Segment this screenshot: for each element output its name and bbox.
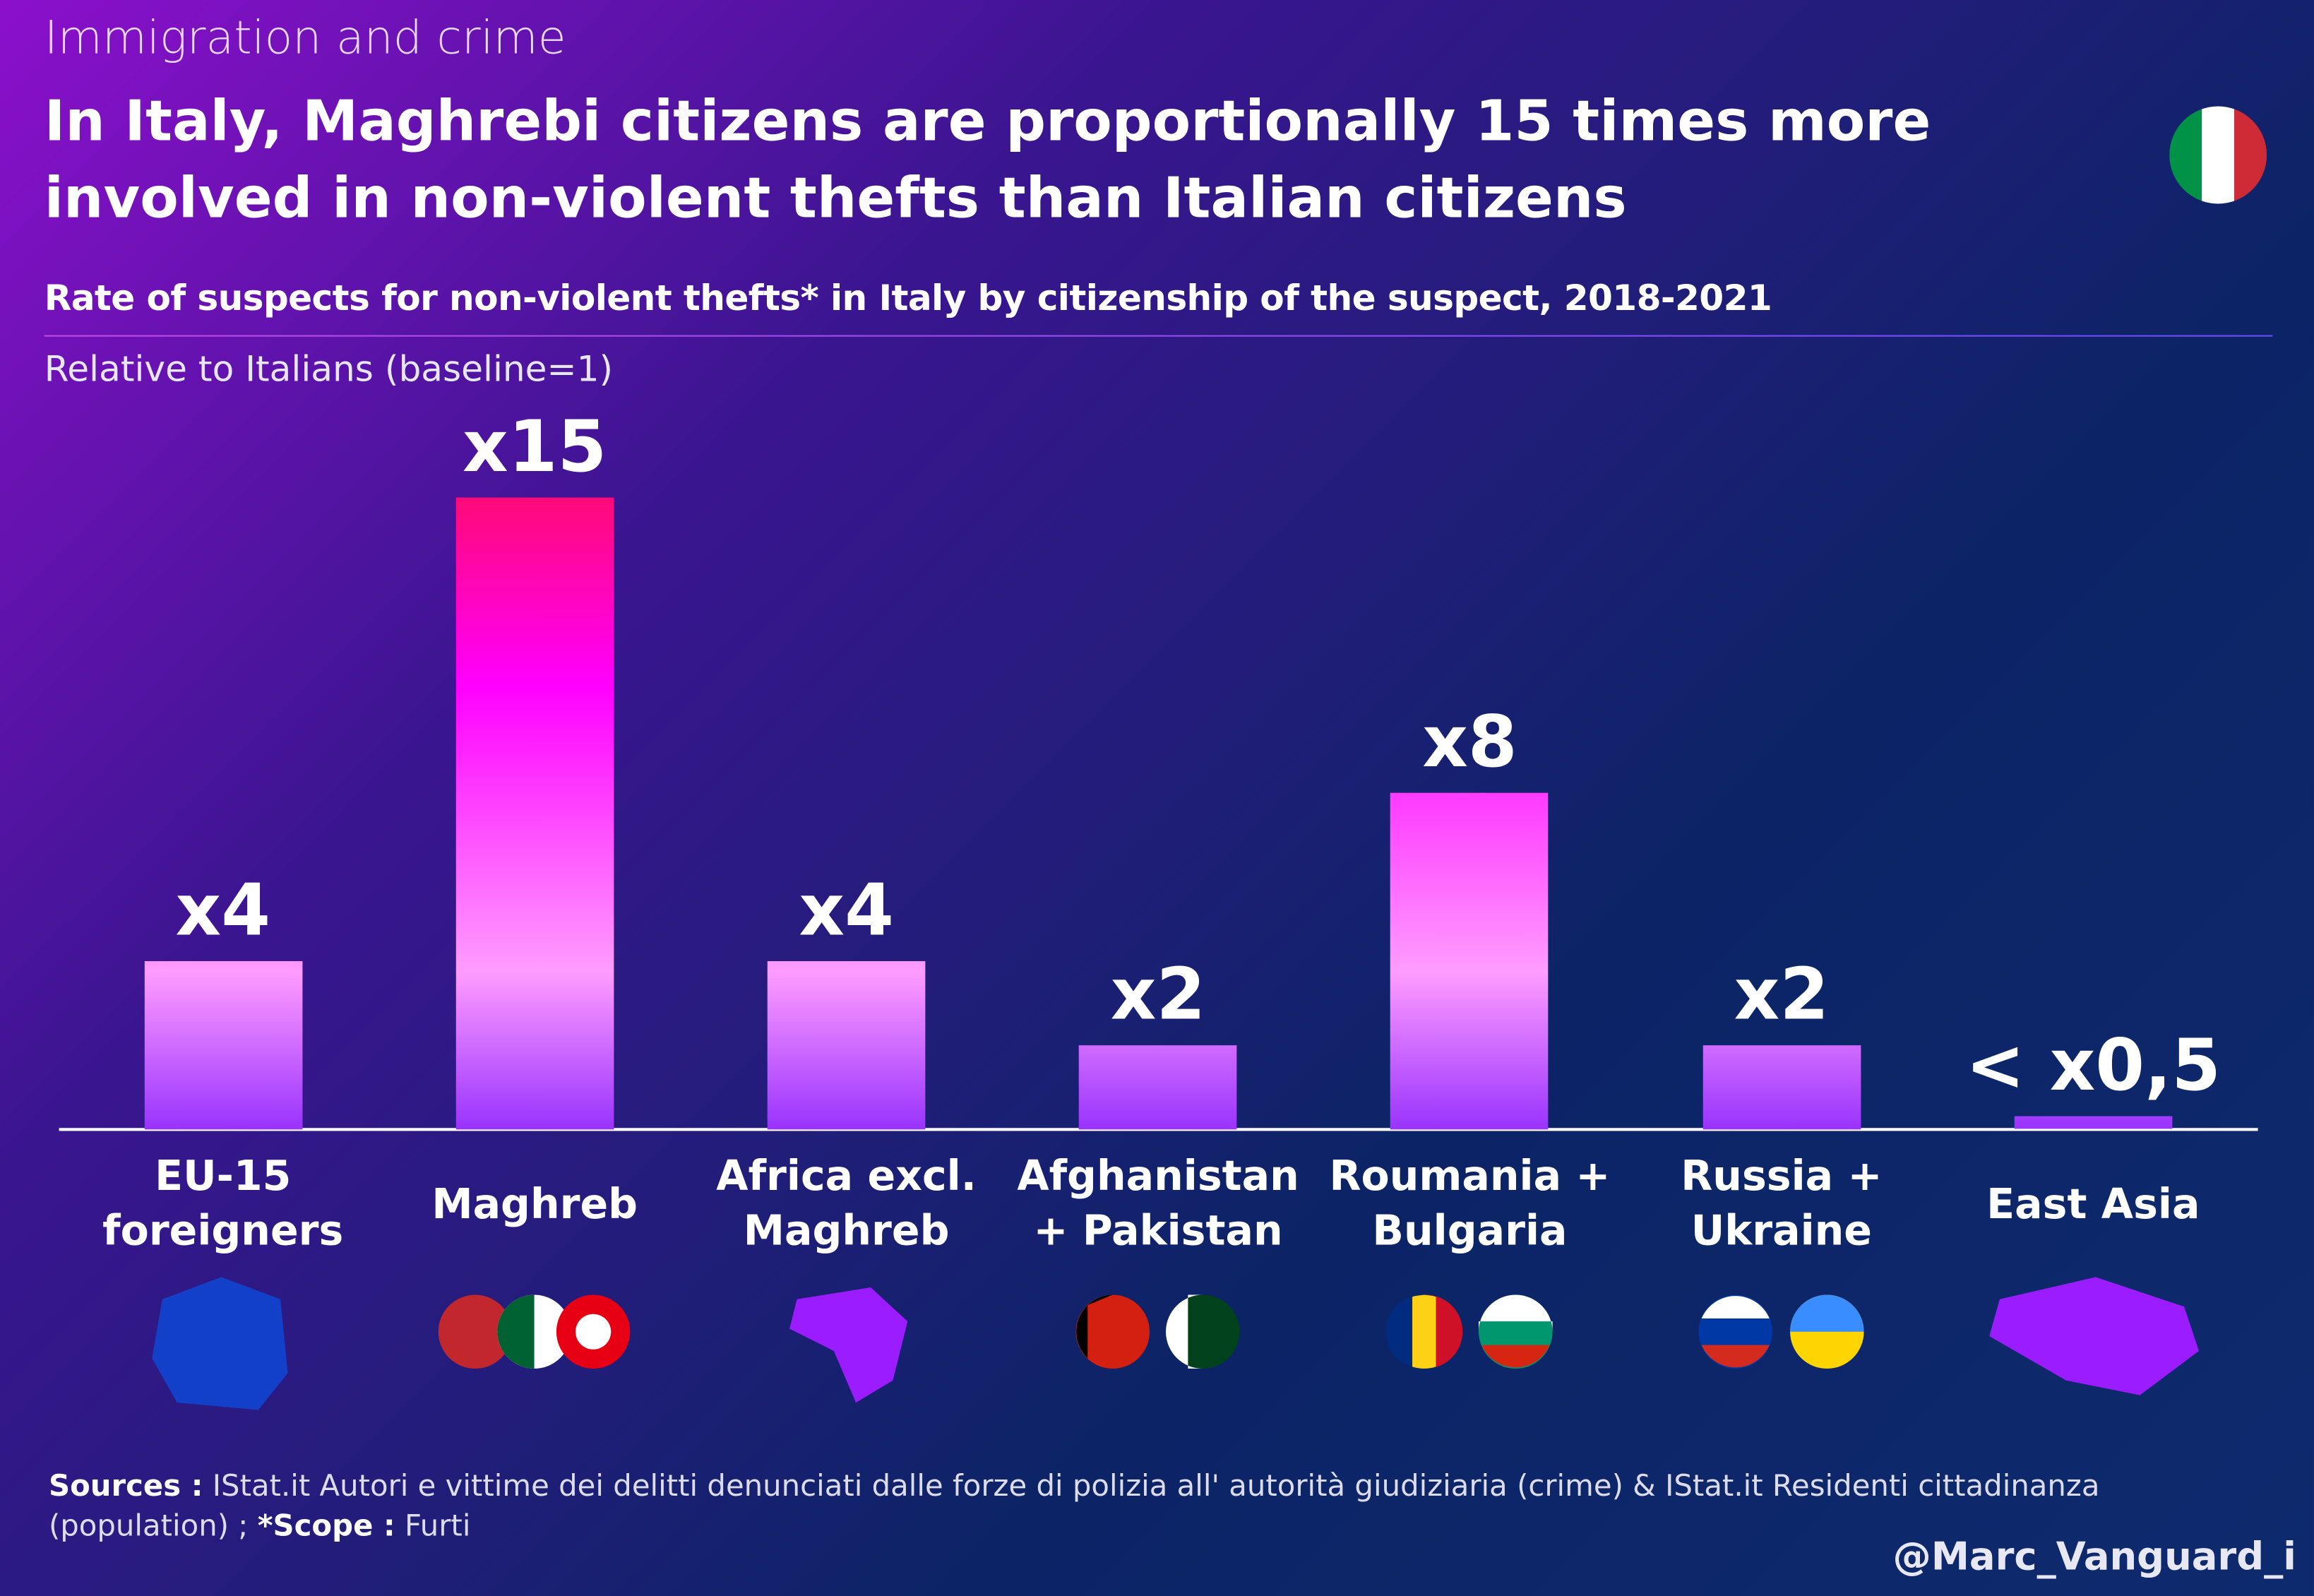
x-tick-label: EU-15 foreigners xyxy=(102,1151,344,1256)
bar xyxy=(143,960,302,1130)
value-label: < x0,5 xyxy=(1965,1025,2221,1108)
asia-map xyxy=(1989,1277,2199,1395)
scope-text: Furti xyxy=(404,1507,471,1543)
value-label: x2 xyxy=(1734,953,1830,1037)
x-tick-label: Afghanistan + Pakistan xyxy=(1017,1151,1299,1256)
x-axis xyxy=(59,1128,2258,1131)
bar xyxy=(1390,792,1549,1130)
bar xyxy=(1702,1045,1861,1130)
credit: @Marc_Vanguard_i xyxy=(1892,1535,2296,1580)
x-tick-label: Roumania + Bulgaria xyxy=(1329,1151,1611,1256)
sources-text: IStat.it Autori e vittime dei delitti de… xyxy=(48,1467,2100,1543)
x-tick-label: Maghreb xyxy=(431,1179,638,1229)
bar xyxy=(455,497,614,1130)
x-tick-label: East Asia xyxy=(1986,1179,2200,1229)
sources-label: Sources : xyxy=(48,1467,203,1503)
value-label: x4 xyxy=(175,869,271,953)
bar xyxy=(1079,1045,1237,1130)
ro-bg-flags xyxy=(1385,1294,1553,1369)
kicker: Immigration and crime xyxy=(44,11,566,65)
scope-label: *Scope : xyxy=(257,1507,395,1543)
sources: Sources : IStat.it Autori e vittime dei … xyxy=(49,1466,2233,1546)
af-pk-flags xyxy=(1075,1294,1240,1369)
eu-map xyxy=(152,1277,288,1410)
ru-ua-flags xyxy=(1698,1294,1864,1369)
africa-map xyxy=(789,1287,908,1403)
axis-note: Relative to Italians (baseline=1) xyxy=(44,348,614,390)
italy-flag xyxy=(2169,106,2267,204)
value-label: x15 xyxy=(463,405,607,489)
subtitle: Rate of suspects for non-violent thefts*… xyxy=(44,278,1772,319)
x-tick-label: Africa excl. Maghreb xyxy=(716,1151,977,1256)
chart-title: In Italy, Maghrebi citizens are proporti… xyxy=(44,88,1931,231)
value-label: x2 xyxy=(1110,953,1206,1037)
maghreb-flags xyxy=(438,1294,631,1369)
bar xyxy=(767,960,926,1130)
value-label: x4 xyxy=(799,869,894,953)
x-tick-label: Russia + Ukraine xyxy=(1681,1151,1883,1256)
bar xyxy=(2014,1116,2173,1130)
divider xyxy=(44,335,2273,337)
value-label: x8 xyxy=(1422,701,1517,784)
